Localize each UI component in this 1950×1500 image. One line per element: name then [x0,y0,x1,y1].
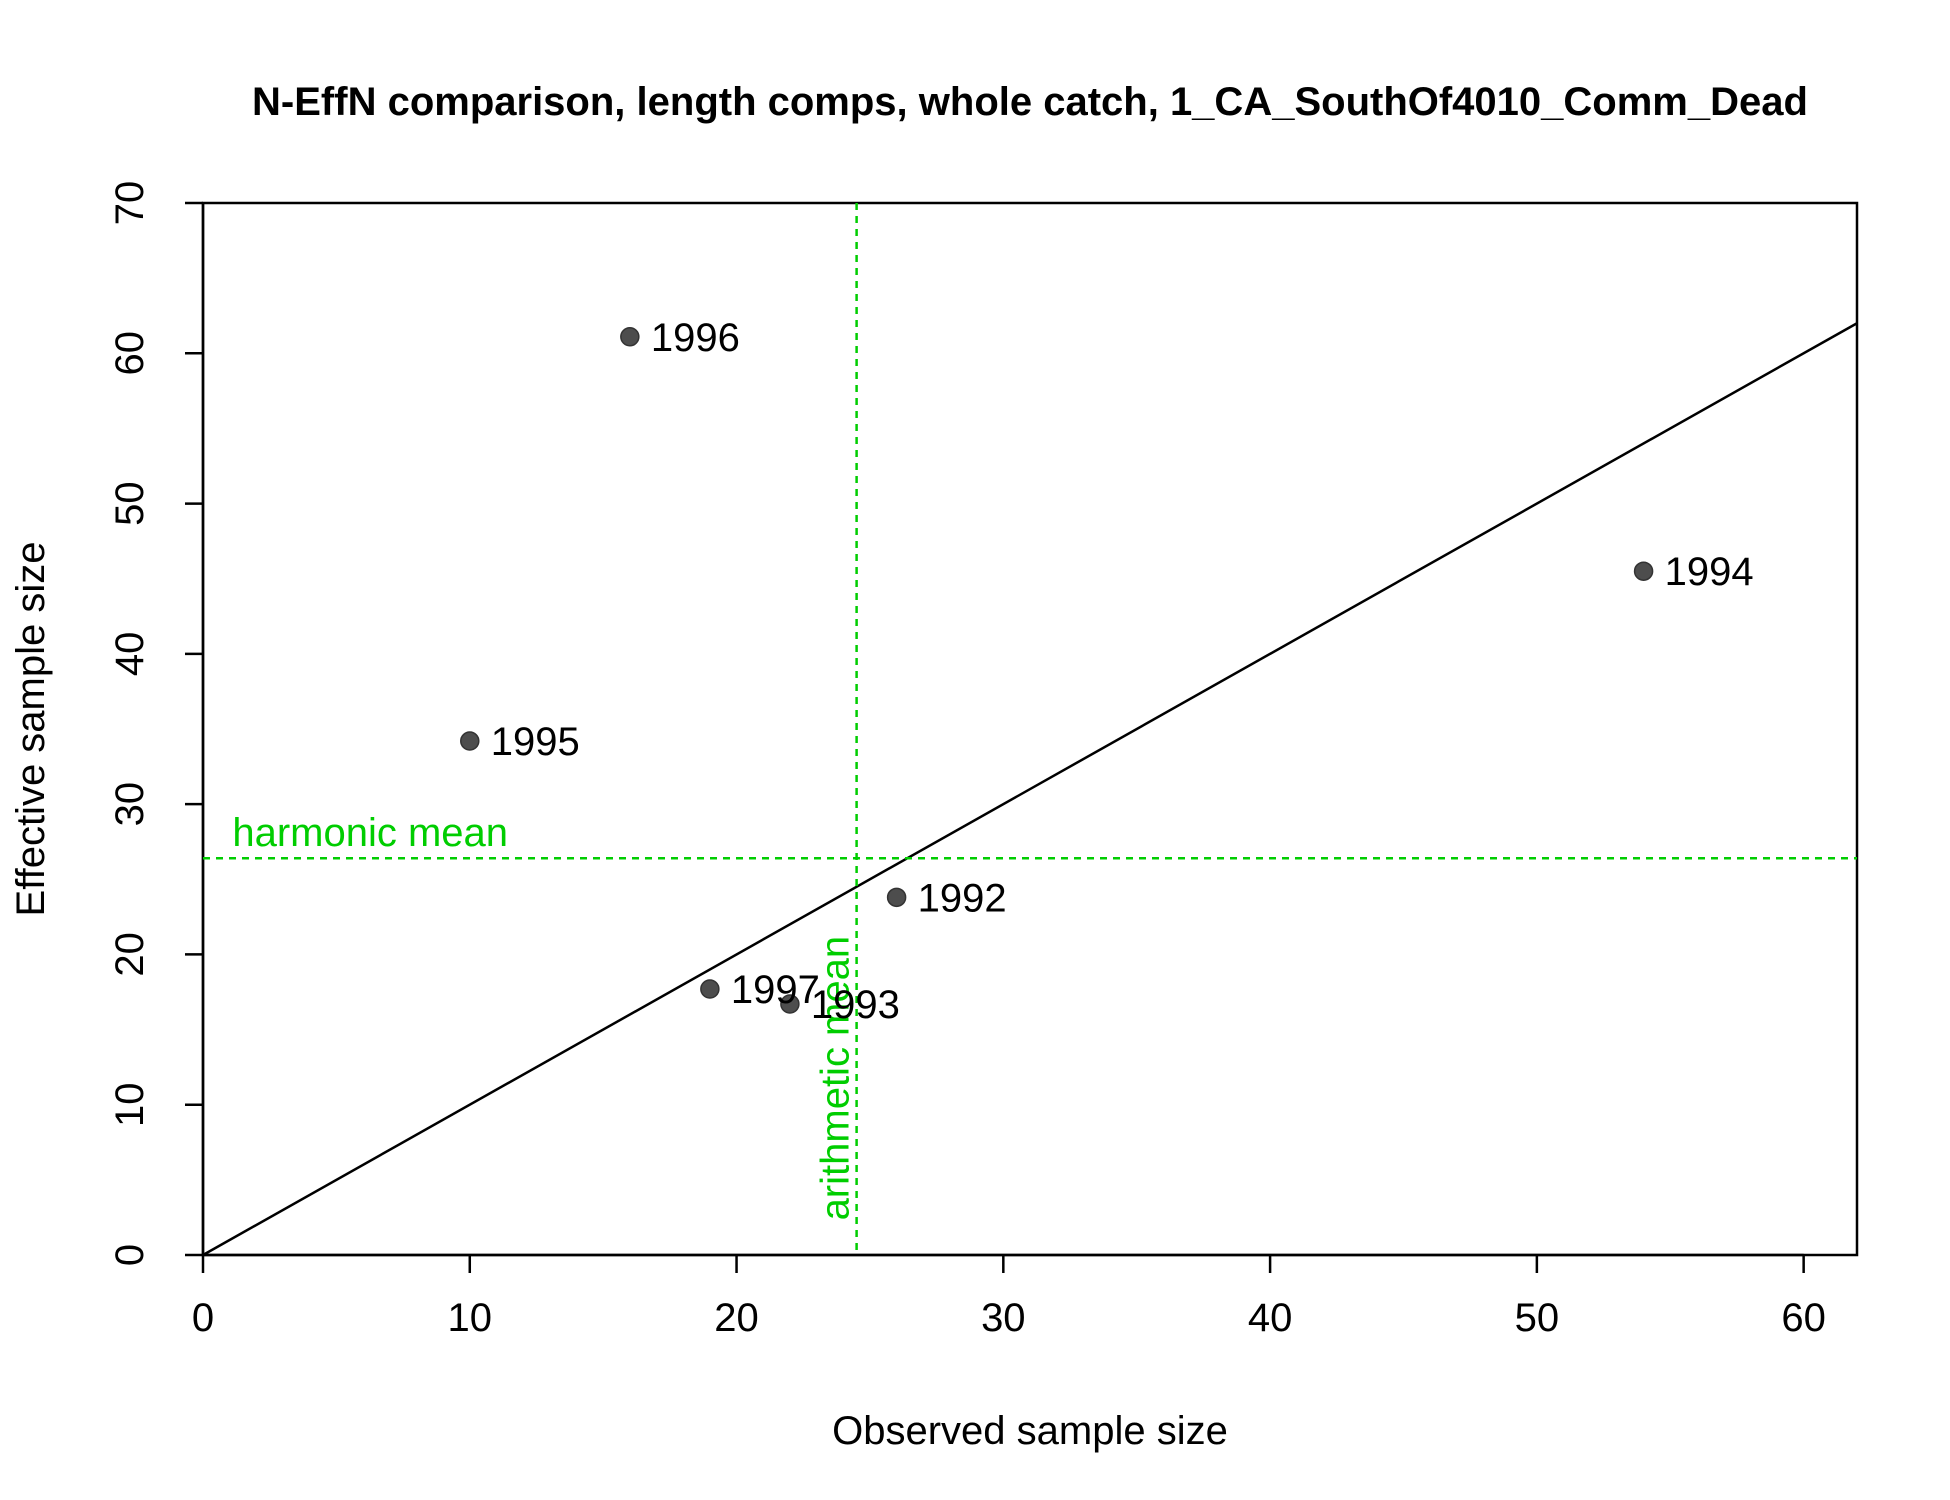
harmonic-mean-label: harmonic mean [232,811,508,855]
x-tick-label: 40 [1248,1296,1293,1340]
y-tick-label: 30 [108,782,152,827]
x-tick-label: 50 [1515,1296,1560,1340]
y-tick-label: 20 [108,932,152,977]
arithmetic-mean-label: arithmetic mean [814,936,858,1221]
data-point [620,327,640,347]
x-axis-title: Observed sample size [832,1409,1228,1453]
one-to-one-line [202,322,1858,1257]
x-axis: 0 10 20 30 40 50 60 [192,1253,1826,1340]
x-tick-label: 0 [192,1296,214,1340]
data-point [1633,561,1654,581]
y-tick-label: 10 [108,1082,152,1127]
plot-area: harmonic mean arithmetic mean 1992 1993 1994… [202,203,1858,1257]
y-axis: 0 10 20 30 40 50 60 70 [108,181,205,1266]
x-tick-label: 20 [714,1296,759,1340]
chart-title: N-EffN comparison, length comps, whole c… [252,80,1808,124]
x-tick-label: 30 [981,1296,1026,1340]
x-tick-label: 60 [1781,1296,1826,1340]
y-tick-label: 70 [108,181,152,226]
point-label: 1997 [731,968,820,1012]
y-axis-title: Effective sample size [9,542,53,917]
point-label: 1992 [918,876,1007,920]
data-point [780,994,800,1014]
point-label: 1995 [491,720,580,764]
data-point [460,731,480,751]
y-tick-label: 60 [108,331,152,376]
data-point [700,979,720,999]
y-tick-label: 50 [108,481,152,525]
data-point [886,887,907,908]
y-tick-label: 40 [108,632,152,677]
y-tick-label: 0 [108,1244,152,1266]
point-label: 1993 [811,983,900,1027]
x-tick-label: 10 [448,1296,493,1340]
point-label: 1996 [651,316,740,360]
plot-frame [201,201,1859,1257]
point-label: 1994 [1665,550,1754,594]
